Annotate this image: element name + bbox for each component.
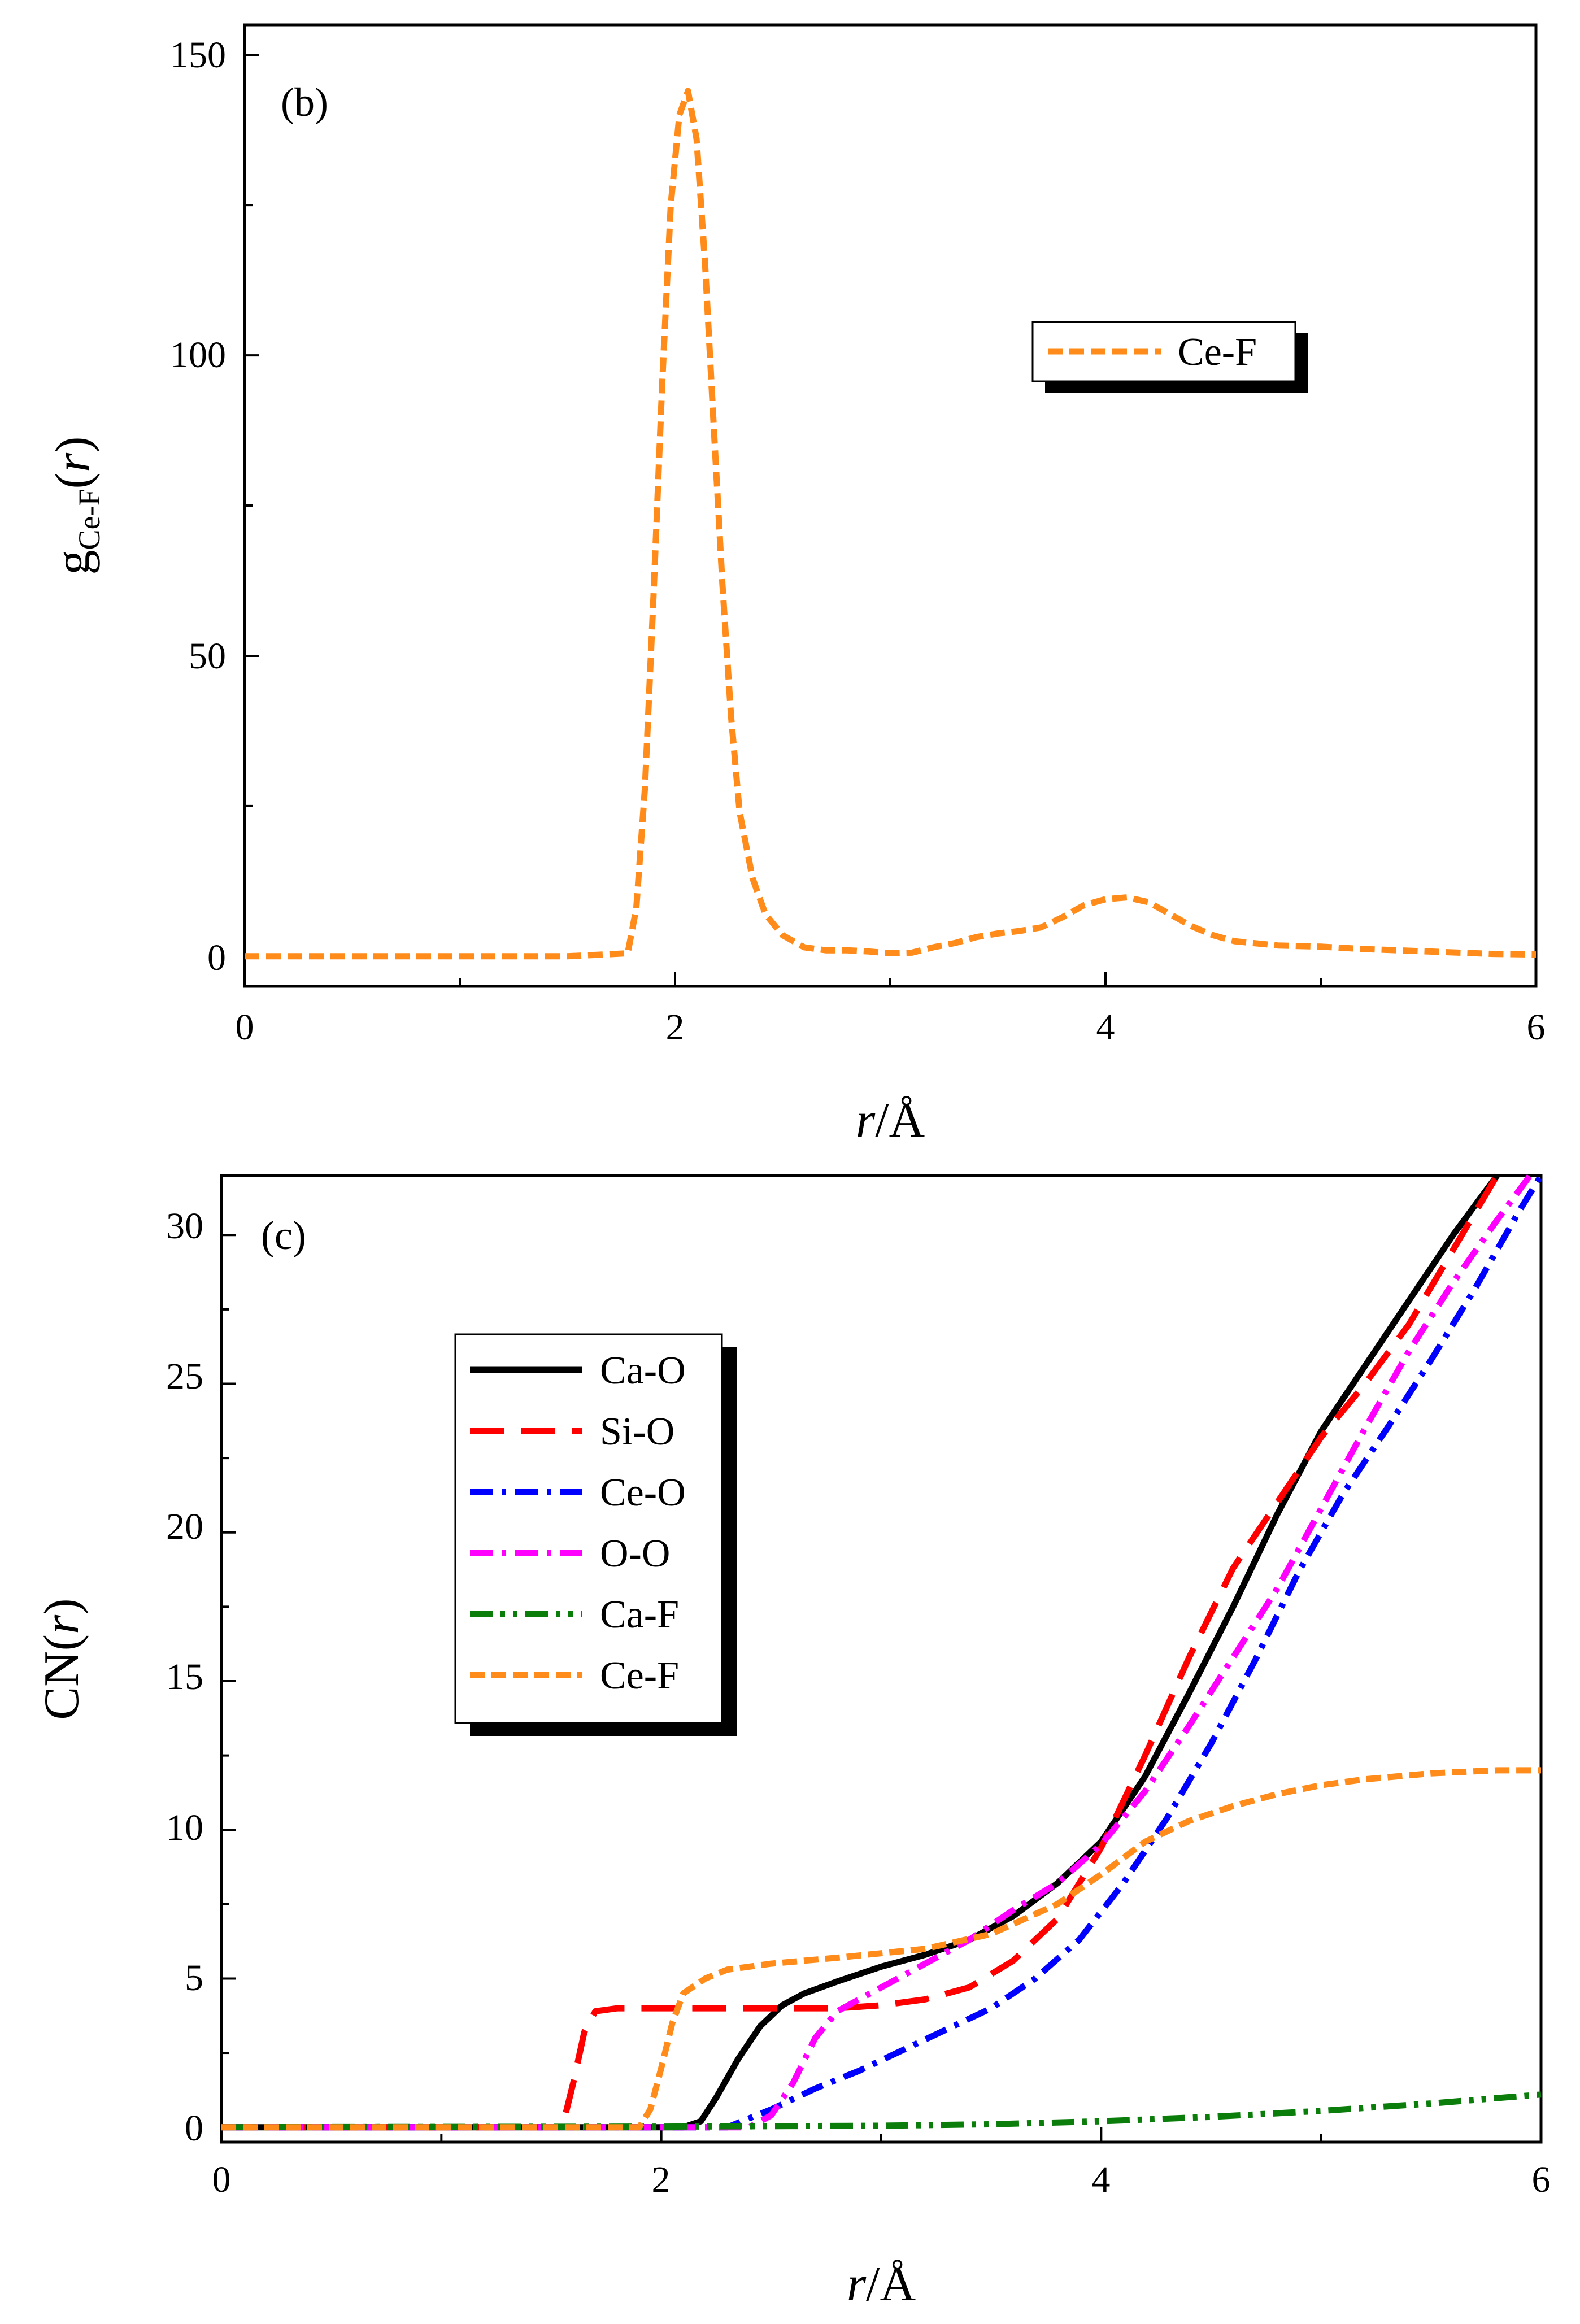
panel-c-y-axis-arg: r [34,1614,89,1634]
panel-c-y-tick-10: 10 [166,1807,203,1848]
panel-b-frame [243,23,1538,988]
panel-c-series-o-o [221,1173,1533,2131]
panel-b-y-axis-close: ) [46,437,101,453]
panel-c-y-axis-title: CN(r) [34,1598,89,1720]
panel-c-y-axis-close: ) [34,1598,89,1614]
panel-c-y-tick-0: 0 [185,2108,203,2149]
panel-c-plot-area [221,1173,1544,2131]
panel-b: 0 2 4 6 0 50 100 150 (b) r/Å gCe-F(r) Ce… [46,23,1546,1148]
panel-b-x-axis-var: r [856,1093,876,1148]
panel-b-x-tick-6: 6 [1527,1007,1546,1048]
panel-c-legend-label-o-o: O-O [600,1532,670,1576]
panel-b-legend: Ce-F [1031,321,1308,393]
panel-b-x-axis-title: r/Å [856,1093,925,1148]
panel-c-legend-label-ca-o: Ca-O [600,1349,686,1392]
panel-b-y-tick-0: 0 [207,937,226,978]
panel-b-y-axis-open: ( [46,472,101,489]
panel-c-legend-label-ca-f: Ca-F [600,1593,679,1637]
panel-c-legend-label-ce-o: Ce-O [600,1471,686,1514]
panel-b-y-axis-sub: Ce-F [72,489,106,550]
panel-c-y-tick-20: 20 [166,1506,203,1547]
panel-b-x-tick-2: 2 [666,1007,685,1048]
panel-c-y-axis-open: ( [34,1634,89,1651]
panel-c: 0 2 4 6 0 5 10 15 20 25 30 (c) r/Å CN(r)… [34,1173,1551,2312]
panel-b-y-tick-150: 150 [170,34,226,76]
panel-c-legend: Ca-O Si-O Ce-O O-O Ca-F Ce-F [454,1333,737,1736]
panel-c-ticks [220,1234,1542,2142]
panel-c-y-tick-5: 5 [185,1957,203,1999]
panel-b-y-axis-main: g [46,550,101,575]
panel-b-x-tick-0: 0 [236,1007,254,1048]
panel-c-series-ca-o [221,1173,1500,2131]
panel-c-legend-items: Ca-O Si-O Ce-O O-O Ca-F Ce-F [470,1349,686,1698]
panel-c-x-tick-4: 4 [1092,2159,1111,2200]
panel-b-plot-area [245,88,1537,960]
panel-c-x-tick-6: 6 [1532,2159,1551,2200]
panel-c-legend-box [454,1333,723,1724]
panel-b-y-tick-50: 50 [189,636,226,677]
panel-b-y-axis-title: gCe-F(r) [46,437,106,575]
panel-c-x-tick-0: 0 [212,2159,231,2200]
panel-c-x-axis-title: r/Å [847,2257,916,2312]
panel-b-legend-label-ce-f: Ce-F [1178,330,1257,374]
panel-b-label: (b) [281,80,328,125]
panel-b-y-tick-100: 100 [170,334,226,376]
panel-c-series-si-o [221,1174,1500,2131]
panel-c-legend-label-ce-f: Ce-F [600,1654,679,1698]
panel-b-x-tick-4: 4 [1096,1007,1115,1048]
panel-c-legend-label-si-o: Si-O [600,1410,674,1453]
panel-c-y-tick-15: 15 [166,1656,203,1698]
panel-c-y-tick-30: 30 [166,1205,203,1247]
panel-c-x-axis-unit: /Å [866,2257,916,2312]
panel-b-x-axis-unit: /Å [875,1093,925,1148]
panel-c-y-axis-main: CN [34,1651,89,1720]
panel-c-x-tick-2: 2 [652,2159,671,2200]
panel-c-x-axis-var: r [847,2257,867,2312]
panel-b-series-ce-f [245,88,1537,960]
panel-c-series-ca-f [221,2091,1542,2131]
panel-c-frame [220,1174,1543,2144]
panel-b-y-axis-arg: r [46,452,101,472]
panel-b-ticks [243,54,1537,986]
panel-c-series-ce-f [221,1767,1541,2131]
panel-c-label: (c) [261,1213,306,1258]
panel-c-y-tick-25: 25 [166,1356,203,1397]
